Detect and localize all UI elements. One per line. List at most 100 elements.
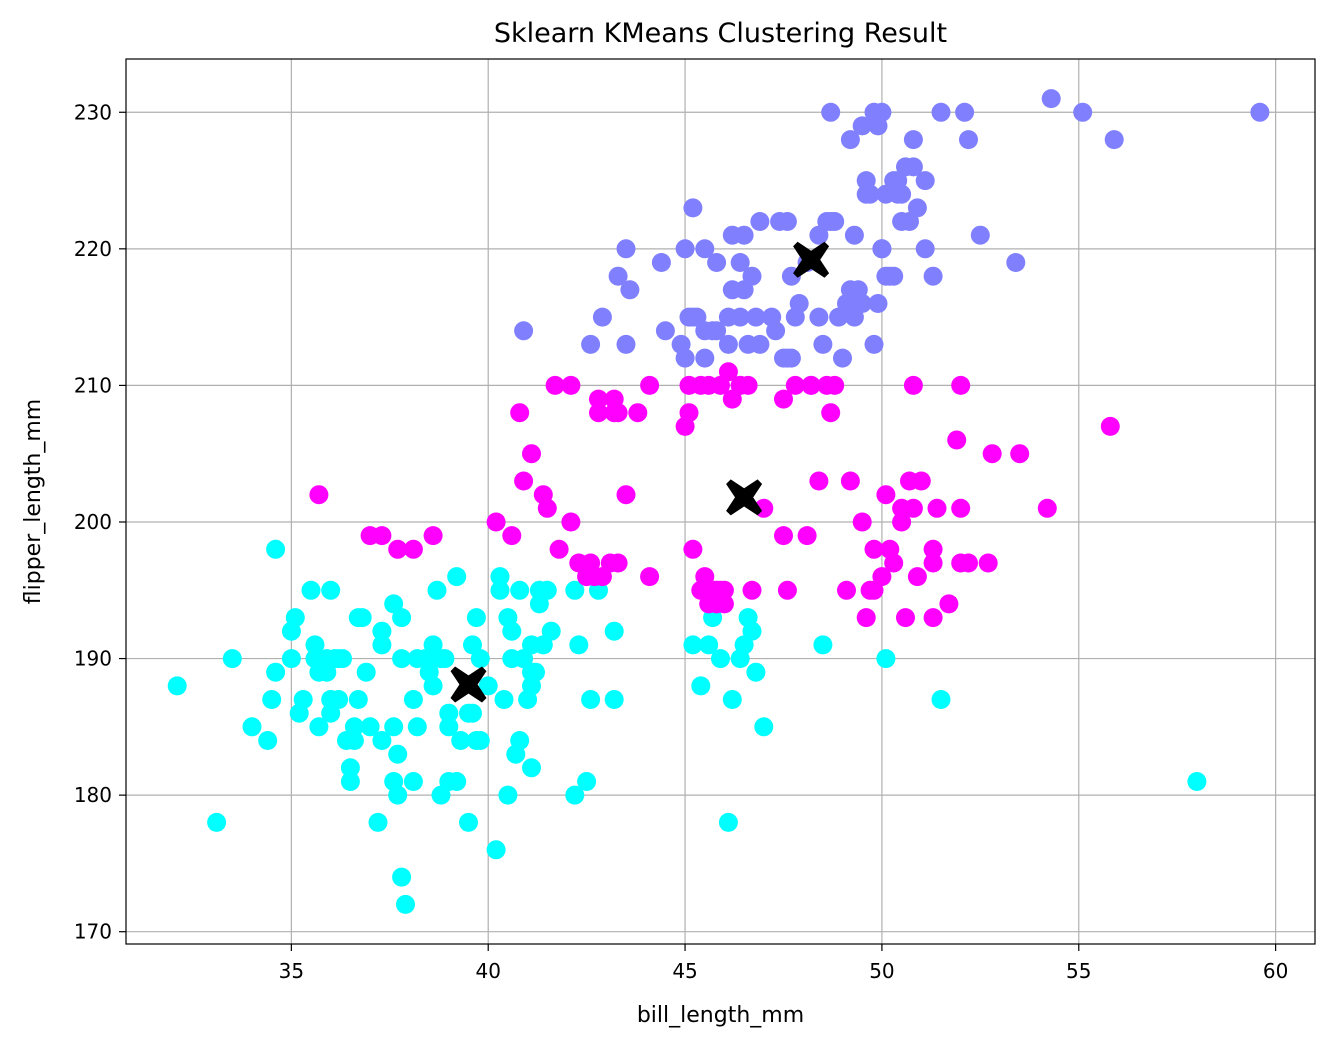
data-point: [301, 580, 321, 600]
data-point: [840, 130, 860, 150]
data-point: [427, 580, 447, 600]
data-point: [718, 812, 738, 832]
data-point: [589, 389, 608, 409]
data-point: [707, 253, 727, 272]
data-point: [396, 894, 415, 914]
data-point: [907, 198, 927, 218]
data-point: [817, 212, 837, 231]
data-point: [392, 649, 412, 669]
data-point: [309, 717, 329, 737]
plot-frame: [125, 58, 1316, 945]
data-point: [813, 635, 833, 655]
data-point: [207, 812, 227, 832]
y-tick-label: 200: [74, 510, 112, 534]
data-point: [392, 867, 412, 887]
data-point: [1010, 444, 1030, 464]
data-point: [640, 567, 660, 587]
data-point: [896, 608, 915, 628]
data-point: [829, 307, 849, 327]
data-point: [923, 266, 943, 286]
data-point: [923, 539, 943, 559]
data-point: [486, 512, 506, 532]
data-point: [911, 471, 931, 491]
data-point: [407, 717, 427, 737]
data-point: [884, 553, 904, 573]
data-point: [439, 717, 459, 737]
data-point: [423, 676, 443, 696]
data-point: [545, 375, 565, 395]
y-axis-label: flipper_length_mm: [21, 399, 46, 604]
data-point: [537, 580, 557, 600]
data-point: [561, 375, 581, 395]
data-point: [372, 526, 392, 546]
data-point: [222, 649, 242, 669]
data-point: [746, 662, 766, 682]
data-point: [1104, 130, 1124, 150]
data-point: [821, 102, 841, 122]
data-point: [923, 553, 943, 573]
data-point: [486, 840, 506, 860]
data-point: [640, 375, 660, 395]
data-point: [718, 334, 738, 354]
centroid-marker: [726, 479, 763, 516]
data-point: [321, 580, 341, 600]
data-point: [1006, 253, 1026, 272]
data-point: [494, 690, 514, 709]
data-point: [837, 580, 856, 600]
data-point: [537, 498, 557, 518]
data-point: [856, 608, 876, 628]
data-point: [340, 758, 360, 778]
data-point: [746, 307, 766, 327]
data-point: [785, 375, 805, 395]
data-point: [1037, 498, 1057, 518]
data-point: [403, 539, 423, 559]
x-tick-label: 55: [1066, 959, 1091, 983]
data-point: [774, 526, 793, 546]
data-point: [978, 553, 998, 573]
data-point: [340, 772, 360, 791]
data-point: [939, 594, 959, 614]
data-point: [510, 580, 530, 600]
data-point: [372, 731, 392, 750]
data-points: [167, 89, 1270, 914]
data-point: [1100, 416, 1120, 436]
data-point: [864, 539, 884, 559]
data-point: [711, 580, 730, 600]
axis-ticks: 35 40 45 50 55 60 170 180 190 200 210 220 230: [74, 100, 1289, 983]
data-point: [616, 239, 636, 259]
data-point: [833, 348, 852, 368]
data-point: [872, 102, 892, 122]
data-point: [522, 758, 541, 778]
data-point: [305, 635, 325, 655]
data-point: [242, 717, 262, 737]
data-point: [463, 703, 482, 723]
data-point: [750, 334, 770, 354]
data-point: [608, 403, 628, 423]
data-point: [907, 567, 927, 587]
data-point: [309, 485, 329, 505]
data-point: [577, 772, 597, 791]
data-point: [876, 649, 896, 669]
x-tick-label: 40: [475, 959, 500, 983]
data-point: [344, 717, 364, 737]
data-point: [167, 676, 187, 696]
data-point: [498, 608, 518, 628]
data-point: [852, 512, 872, 532]
x-axis-label: bill_length_mm: [637, 1003, 804, 1028]
data-point: [864, 580, 884, 600]
data-point: [490, 580, 510, 600]
data-point: [695, 348, 715, 368]
data-point: [734, 225, 754, 245]
data-point: [695, 239, 715, 259]
data-point: [683, 539, 703, 559]
data-point: [840, 280, 860, 300]
data-point: [813, 334, 833, 354]
data-point: [707, 321, 727, 341]
data-point: [797, 526, 817, 546]
data-point: [1073, 102, 1093, 122]
data-point: [931, 690, 951, 709]
data-point: [592, 307, 612, 327]
data-point: [675, 239, 695, 259]
data-point: [860, 184, 880, 204]
